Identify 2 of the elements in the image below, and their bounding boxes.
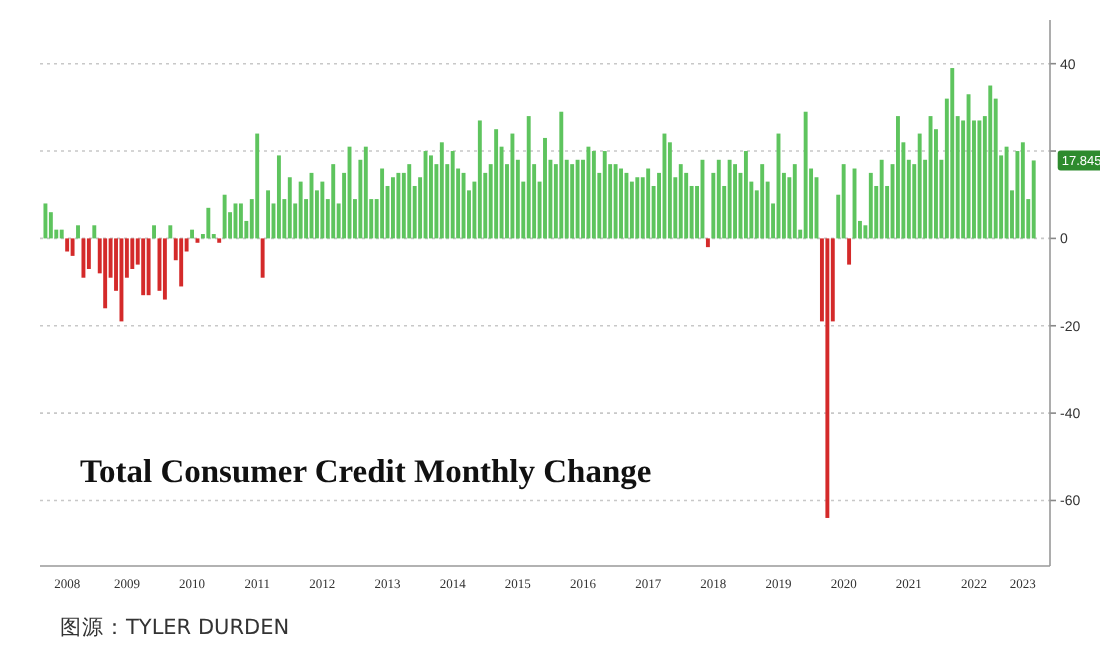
- text: Total Consumer Credit Monthly Change: [80, 452, 652, 490]
- text: 图源：TYLER DURDEN: [60, 616, 290, 640]
